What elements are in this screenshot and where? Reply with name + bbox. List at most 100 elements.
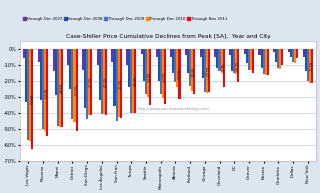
Bar [290,49,292,57]
Bar [223,49,225,87]
Bar [69,49,71,89]
Bar [189,49,191,86]
Bar [191,49,193,91]
Bar [252,49,254,73]
Bar [52,49,55,71]
Bar [204,49,206,92]
Text: http://www.calculatedriskblog.com/: http://www.calculatedriskblog.com/ [138,108,210,112]
Text: -48.5%: -48.5% [60,82,64,93]
Bar [229,49,231,55]
Bar [101,49,103,114]
Bar [307,49,309,81]
Bar [23,49,25,58]
Bar [126,49,128,65]
Bar [275,49,277,62]
Bar [162,49,164,98]
Bar [111,49,114,62]
Bar [185,49,187,55]
Bar [265,49,267,75]
Bar [164,49,166,104]
Bar [130,49,132,113]
Bar [305,49,307,71]
Bar [134,49,136,113]
Bar [27,49,29,140]
Bar [156,49,158,57]
Bar [116,49,118,121]
Bar [141,49,143,53]
Bar [273,49,275,52]
Bar [263,49,265,74]
Title: Case-Shiller Price Cumulative Declines from Peak [SA],  Year and City: Case-Shiller Price Cumulative Declines f… [66,34,270,39]
Bar [90,49,92,115]
Bar [216,49,219,68]
Text: -31.1%: -31.1% [178,68,181,79]
Bar [277,49,279,68]
Bar [88,49,90,115]
Bar [31,49,34,149]
Text: -28.4%: -28.4% [192,66,196,77]
Bar [172,49,174,73]
Bar [233,49,235,73]
Bar [176,49,179,87]
Text: -43.0%: -43.0% [119,78,123,89]
Bar [29,49,31,141]
Bar [219,49,220,71]
Text: -41.5%: -41.5% [89,77,93,87]
Bar [170,49,172,57]
Bar [86,49,88,119]
Bar [288,49,290,52]
Bar [237,49,239,82]
Bar [208,49,210,92]
Bar [187,49,189,73]
Bar [303,49,305,57]
Bar [206,49,208,93]
Legend: through Dec 2007, through Dec 2008, Through Dec 2009, Through Dec 2010, Through : through Dec 2007, through Dec 2008, Thro… [22,16,228,22]
Bar [250,49,252,70]
Bar [59,49,61,126]
Bar [158,49,160,81]
Bar [220,49,223,72]
Bar [25,49,27,102]
Bar [179,49,180,99]
Bar [193,49,195,94]
Text: -62.6%: -62.6% [30,94,35,104]
Bar [143,49,145,81]
Bar [294,49,296,63]
Bar [105,49,107,115]
Bar [57,49,59,126]
Bar [114,49,116,107]
Bar [55,49,57,95]
Bar [259,49,260,55]
Bar [296,49,298,58]
Bar [292,49,294,62]
Bar [267,49,269,75]
Bar [71,49,74,119]
Bar [61,49,63,126]
Bar [311,49,313,83]
Bar [174,49,176,82]
Bar [235,49,237,74]
Bar [67,49,69,65]
Bar [128,49,130,87]
Text: -34.5%: -34.5% [163,71,167,82]
Text: -34.8%: -34.8% [148,71,152,82]
Bar [38,49,40,62]
Text: -41.5%: -41.5% [104,77,108,87]
Bar [260,49,263,68]
Bar [84,49,86,108]
Bar [103,49,105,114]
Text: -21.5%: -21.5% [310,61,314,71]
Bar [82,49,84,69]
Text: -51.5%: -51.5% [75,85,79,95]
Bar [248,49,250,69]
Bar [279,49,281,69]
Text: -40.0%: -40.0% [133,75,137,86]
Text: -54.4%: -54.4% [45,87,49,98]
Bar [147,49,149,97]
Text: -27.1%: -27.1% [207,65,211,76]
Bar [202,49,204,78]
Bar [149,49,151,105]
Bar [244,49,246,53]
Bar [120,49,122,118]
Text: -20.7%: -20.7% [236,60,240,71]
